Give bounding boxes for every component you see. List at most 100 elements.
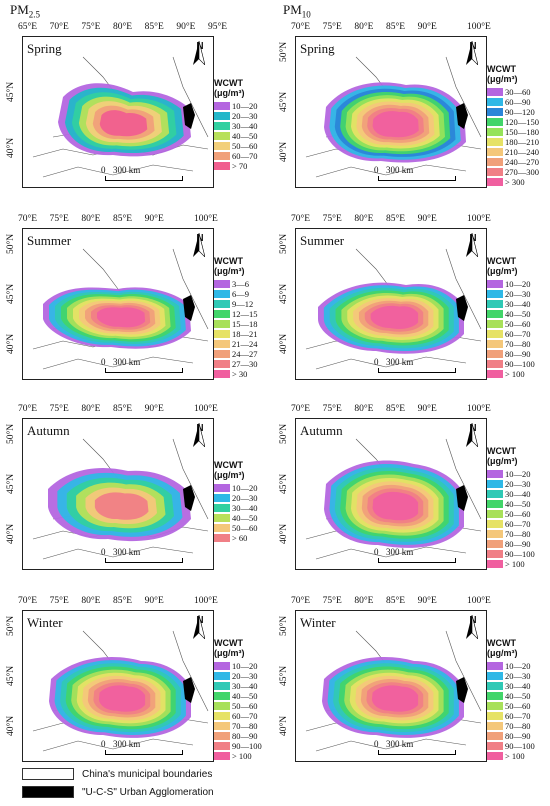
lon-tick: 75°E [49, 596, 69, 606]
lon-tick: 75°E [49, 214, 69, 224]
north-arrow-icon: N [193, 423, 207, 447]
scale-zero: 0 [374, 739, 379, 749]
pollution-contour [99, 110, 148, 137]
legend-swatch [214, 280, 230, 288]
lat-tick: 40°N [279, 715, 289, 736]
legend-label: 60—70 [232, 711, 258, 721]
legend-row: 20—30 [487, 671, 535, 681]
legend-urban-agglomeration: "U-C-S" Urban Agglomeration [22, 786, 214, 798]
legend-row: 20—30 [487, 479, 535, 489]
legend-label: 20—30 [505, 671, 531, 681]
legend-swatch [214, 742, 230, 750]
col-head-pm10-text: PM [283, 2, 302, 17]
legend-swatch [214, 534, 230, 542]
legend-label: 60—70 [232, 151, 258, 161]
legend-row: 60—70 [487, 519, 535, 529]
legend-row: 40—50 [214, 131, 258, 141]
legend-swatch [487, 310, 503, 318]
scale-label: 300 km [386, 357, 414, 367]
lon-tick: 70°E [291, 596, 311, 606]
lon-tick: 85°E [386, 22, 406, 32]
lon-tick: 80°E [81, 214, 101, 224]
wcwt-legend: WCWT (μg/m³) 10—20 20—30 30—40 40—50 50—60 60—7… [214, 78, 258, 171]
lat-tick: 45°N [279, 91, 289, 112]
urban-agglomeration [456, 485, 468, 511]
legend-swatch [487, 350, 503, 358]
map-panel-autumn-pm10: 70°E 75°E 80°E 85°E 90°E 100°E 50°N 45°N 40°N Aut… [273, 404, 540, 576]
north-arrow-icon: N [466, 41, 480, 65]
legend-label: 10—20 [232, 101, 258, 111]
legend-row: 10—20 [487, 279, 535, 289]
legend-label: 40—50 [505, 499, 531, 509]
lon-tick: 90°E [144, 404, 164, 414]
legend-row: 50—60 [487, 701, 535, 711]
map-frame: Autumn N 0 300 km [22, 418, 214, 570]
scale-label: 300 km [113, 547, 141, 557]
legend-swatch [214, 662, 230, 670]
lon-tick: 90°E [176, 22, 196, 32]
lon-tick: 90°E [417, 22, 437, 32]
map-panel-summer-pm10: 70°E 75°E 80°E 85°E 90°E 100°E 50°N 45°N 40°N Sum… [273, 214, 540, 386]
lat-tick: 40°N [279, 141, 289, 162]
lon-tick: 70°E [291, 22, 311, 32]
legend-row: 20—30 [487, 289, 535, 299]
legend-swatch [487, 500, 503, 508]
legend-row: 40—50 [214, 513, 258, 523]
map-panel-summer-pm25: 70°E 75°E 80°E 85°E 90°E 100°E 50°N 45°N 40°N Sum… [0, 214, 267, 386]
urban-agglomeration [456, 103, 468, 129]
lon-tick: 70°E [18, 404, 38, 414]
lon-tick: 75°E [81, 22, 101, 32]
lon-tick: 85°E [113, 214, 133, 224]
arrow-icon [193, 233, 205, 257]
lat-tick: 40°N [6, 137, 16, 158]
arrow-icon [193, 41, 205, 65]
legend-row: 20—30 [214, 111, 258, 121]
legend-swatch [487, 280, 503, 288]
scale-zero: 0 [374, 357, 379, 367]
legend-label: 80—90 [505, 731, 531, 741]
legend-swatch [214, 514, 230, 522]
legend-row: 20—30 [214, 671, 262, 681]
legend-swatch [487, 480, 503, 488]
legend-title: WCWT [214, 638, 243, 648]
legend-row: 30—40 [214, 121, 258, 131]
legend-swatch [487, 540, 503, 548]
legend-row: 70—80 [214, 721, 262, 731]
legend-row: 10—20 [487, 469, 535, 479]
legend-swatch [214, 692, 230, 700]
legend-row: > 60 [214, 533, 258, 543]
season-label: Winter [300, 615, 336, 630]
legend-label: 12—15 [232, 309, 258, 319]
lon-tick: 75°E [322, 404, 342, 414]
legend-swatch [487, 98, 503, 106]
lat-tick: 50°N [6, 423, 16, 444]
legend-swatch [214, 142, 230, 150]
legend-label: 21—24 [232, 339, 258, 349]
map-svg [305, 630, 482, 752]
legend-label: 40—50 [505, 309, 531, 319]
legend-unit: (μg/m³) [487, 648, 518, 658]
scale-label: 300 km [113, 165, 141, 175]
legend-row: 40—50 [214, 691, 262, 701]
legend-label: 9—12 [232, 299, 254, 309]
legend-swatch [487, 692, 503, 700]
lon-tick: 95°E [208, 22, 228, 32]
legend-swatch [214, 102, 230, 110]
lon-tick: 70°E [49, 22, 69, 32]
legend-swatch [487, 550, 503, 558]
legend-label: 80—90 [505, 349, 531, 359]
lon-tick: 90°E [144, 596, 164, 606]
legend-row: 30—60 [487, 87, 539, 97]
pollution-contour [371, 685, 419, 712]
legend-row: > 300 [487, 177, 539, 187]
legend-row: 120—150 [487, 117, 539, 127]
legend-label: 30—40 [505, 299, 531, 309]
lon-tick: 80°E [81, 596, 101, 606]
legend-unit: (μg/m³) [487, 74, 518, 84]
legend-swatch [214, 370, 230, 378]
legend-unit: (μg/m³) [214, 648, 245, 658]
lat-tick: 45°N [279, 665, 289, 686]
map-panel-winter-pm10: 70°E 75°E 80°E 85°E 90°E 100°E 50°N 45°N 40°N Win… [273, 596, 540, 768]
legend-swatch [487, 88, 503, 96]
legend-label: 15—18 [232, 319, 258, 329]
